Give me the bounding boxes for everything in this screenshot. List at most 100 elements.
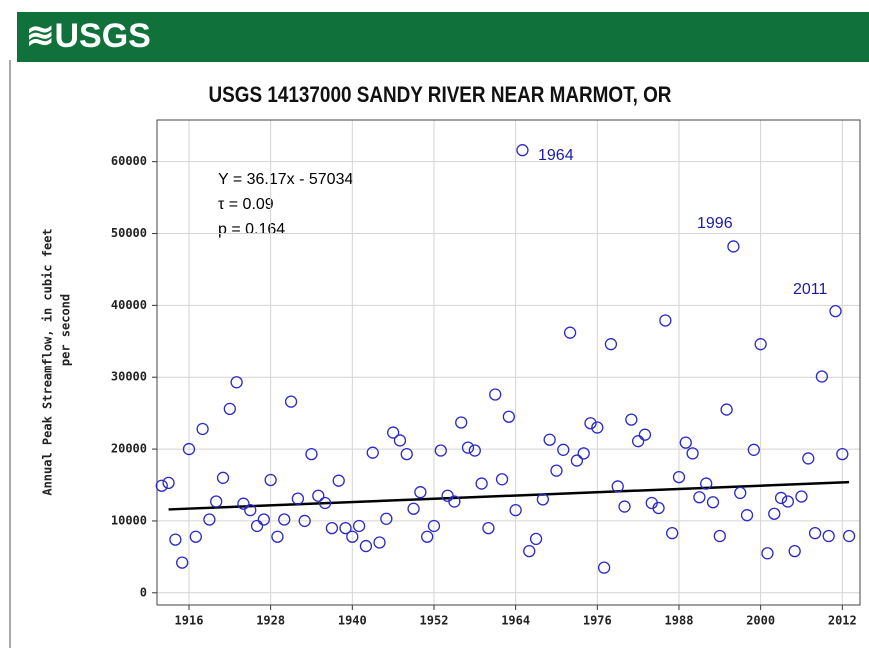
data-point [278,513,291,526]
data-point [196,422,209,436]
data-point [427,519,441,533]
data-point [802,452,815,465]
plot-frame [156,119,861,606]
data-point [332,474,345,487]
data-point [815,370,829,383]
data-point [448,495,461,508]
data-point [611,480,624,493]
data-point [244,504,257,517]
data-point [713,529,726,543]
data-point [352,519,366,533]
data-point [475,477,488,490]
data-point [536,493,550,506]
data-point [386,426,400,439]
data-point [461,441,475,454]
data-point [169,533,182,546]
y-tick-label: 40000 [111,298,147,312]
x-tick-label: 1952 [420,614,449,628]
data-point [734,486,747,500]
data-point [495,473,509,486]
chart-title: USGS 14137000 SANDY RIVER NEAR MARMOT, O… [209,83,672,108]
x-tick-label: 1964 [501,614,530,628]
data-point [298,514,311,528]
banner [17,12,869,62]
data-point [373,536,386,549]
y-tick-label: 30000 [111,370,147,384]
data-point [312,489,325,502]
data-point [325,521,339,535]
logo: ≋USGS [26,17,151,55]
data-point [700,477,713,490]
data-point [672,470,686,484]
data-point [346,530,359,543]
data-point [686,447,699,460]
data-point [625,413,638,426]
stat-text: τ = 0.09 [218,196,274,213]
data-point [768,507,781,520]
data-point [706,496,720,509]
x-tick-label: 1976 [583,614,612,628]
data-point [727,240,740,253]
data-point [597,561,611,574]
data-point [339,521,352,535]
data-point [176,556,189,569]
data-point [162,476,175,490]
data-point [577,447,590,460]
data-point [393,434,407,447]
data-point [216,471,230,484]
data-point [516,144,529,157]
x-tick-label: 2012 [828,614,857,628]
data-point [747,443,760,456]
data-point [618,500,631,513]
trend-line [168,480,850,511]
data-point [237,497,250,510]
data-point [774,491,788,505]
data-point [829,304,842,318]
data-point [761,547,774,560]
y-axis-label: per second [59,294,73,366]
data-point [284,395,298,408]
data-point [604,338,618,351]
data-point [482,521,495,535]
data-point [842,529,856,543]
data-point [434,444,447,457]
data-point [380,512,393,525]
x-tick-label: 1928 [256,614,285,628]
data-point [189,530,202,543]
data-point [529,532,543,546]
data-point [468,444,481,457]
stat-text: p = 0.164 [218,221,285,238]
x-tick-label: 1940 [338,614,367,628]
data-point [366,446,379,459]
data-point [836,447,849,461]
y-tick-label: 10000 [111,513,147,527]
x-tick-label: 2000 [746,614,775,628]
y-tick-label: 60000 [111,154,147,168]
data-point [679,436,692,449]
data-point [264,473,277,487]
data-point [155,479,168,492]
data-point [631,435,645,448]
data-point [455,416,468,429]
annotation: 1996 [697,215,733,232]
x-tick-label: 1916 [175,614,204,628]
data-point [230,376,243,389]
data-point [543,433,556,446]
data-point [509,504,522,517]
data-point [421,530,434,543]
data-point [305,447,318,461]
data-point [557,443,570,456]
data-point [781,495,795,508]
data-point [271,530,284,543]
data-point [720,403,733,416]
data-point [693,491,706,504]
data-point [652,501,665,515]
annotation: 2011 [793,281,828,298]
stat-text: Y = 36.17x - 57034 [218,171,353,188]
data-point [822,529,835,543]
data-point [666,526,679,540]
data-point [291,492,305,505]
data-point [754,338,767,351]
data-point [638,428,652,441]
data-point [250,519,264,533]
